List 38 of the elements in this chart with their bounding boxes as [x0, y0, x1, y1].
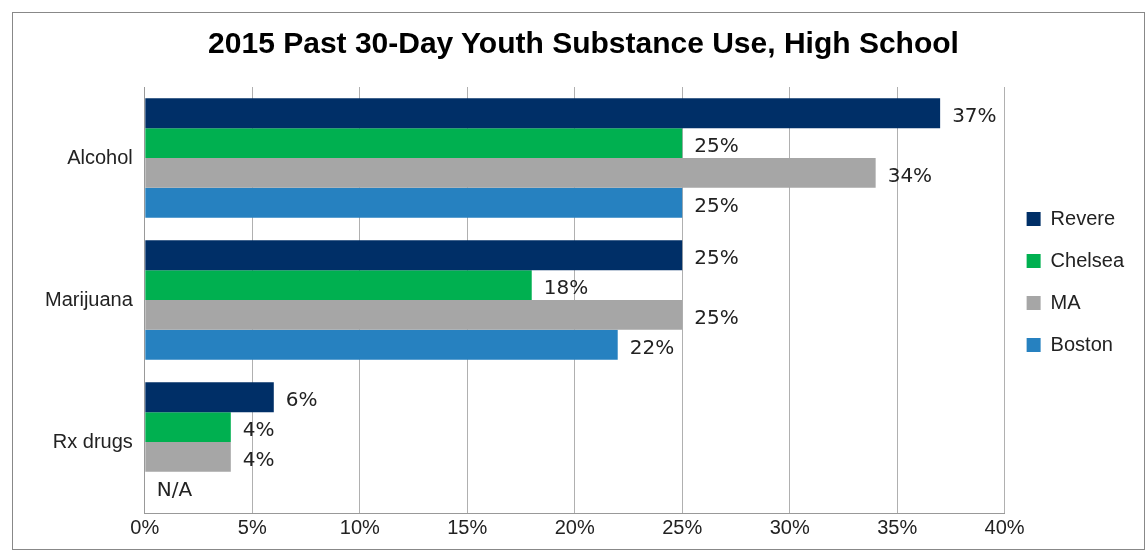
- bar: [145, 98, 941, 129]
- data-label: 25%: [694, 192, 739, 217]
- bar: [145, 240, 683, 271]
- bar: [145, 187, 683, 218]
- data-label: 18%: [543, 275, 589, 300]
- legend-label: Chelsea: [1050, 248, 1125, 271]
- y-tick-label: Rx drugs: [52, 429, 133, 452]
- legend-label: MA: [1050, 290, 1082, 313]
- x-tick-label: 10%: [339, 515, 380, 538]
- bar: [145, 382, 274, 413]
- data-label: 4%: [242, 447, 275, 472]
- y-tick-label: Marijuana: [44, 287, 134, 310]
- x-tick-label: 15%: [447, 515, 488, 538]
- data-label: 34%: [887, 163, 933, 188]
- data-label: 22%: [629, 334, 675, 359]
- bar: [145, 270, 532, 300]
- bar: [145, 412, 231, 442]
- x-tick-label: 30%: [769, 515, 810, 538]
- x-tick-label: 0%: [130, 515, 160, 538]
- x-tick-label: 35%: [877, 515, 918, 538]
- data-label: 25%: [694, 245, 739, 270]
- bar: [145, 329, 618, 360]
- data-label: 4%: [242, 417, 275, 442]
- data-label: 6%: [285, 387, 318, 412]
- text: N/A: [156, 476, 193, 501]
- x-tick-label: 5%: [237, 515, 267, 538]
- data-label: 25%: [694, 133, 739, 158]
- legend-label: Boston: [1050, 332, 1113, 355]
- y-tick-label: Alcohol: [67, 145, 133, 168]
- bar: [145, 128, 683, 158]
- data-label: 25%: [694, 305, 739, 330]
- x-tick-label: 20%: [554, 515, 595, 538]
- x-tick-label: 25%: [662, 515, 703, 538]
- legend-label: Revere: [1050, 206, 1116, 229]
- bar: [145, 442, 231, 472]
- data-label: 37%: [952, 103, 997, 128]
- chart-title: 2015 Past 30-Day Youth Substance Use, High School: [208, 26, 959, 60]
- x-tick-label: 40%: [984, 515, 1025, 538]
